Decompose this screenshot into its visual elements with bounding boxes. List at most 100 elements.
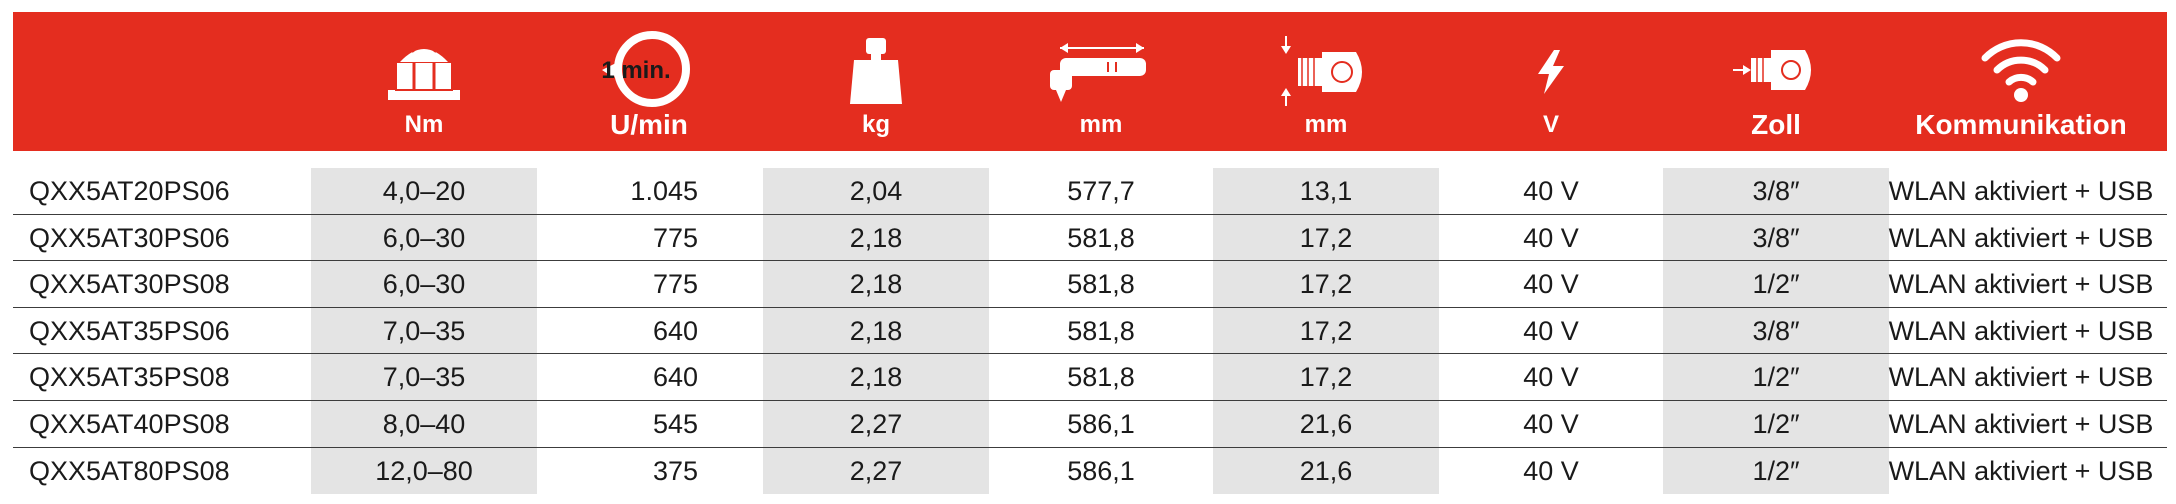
unit-volt: V [1542,111,1559,138]
svg-text:1 min.: 1 min. [601,57,670,84]
tool-length-icon [1046,40,1156,111]
cell-model: QXX5AT20PS06 [29,176,230,206]
cell-komm: WLAN aktiviert + USB [1888,455,2154,486]
cell-head: 17,2 [1299,315,1353,346]
cell-volt: 40 V [1523,408,1579,439]
header-col-length: mm [988,12,1214,151]
shade-col-head [1213,168,1439,494]
cell-komm: WLAN aktiviert + USB [1888,315,2154,346]
cell-nm: 7,0–35 [382,362,466,393]
cell-nm: 12,0–80 [375,455,473,486]
cell-volt: 40 V [1523,315,1579,346]
cell-model: QXX5AT30PS06 [29,222,230,253]
cell-head: 17,2 [1299,222,1353,253]
cell-head: 17,2 [1299,269,1353,300]
cell-zoll: 3/8″ [1752,315,1800,346]
drive-square-icon [1731,42,1821,103]
unit-rpm: U/min [610,109,688,140]
lightning-icon [1534,50,1568,99]
table-body: QXX5AT20PS06 4,0–20 1.045 2,04 577,7 13,… [13,168,2167,494]
cell-zoll: 3/8″ [1752,176,1800,206]
cell-rpm: 640 [652,315,698,346]
cell-volt: 40 V [1523,176,1579,206]
table-row: QXX5AT35PS06 7,0–35 640 2,18 581,8 17,2 … [13,308,2167,355]
cell-length: 581,8 [1067,222,1135,253]
cell-kg: 2,18 [849,362,903,393]
cell-kg: 2,18 [849,269,903,300]
cell-komm: WLAN aktiviert + USB [1888,269,2154,300]
cell-kg: 2,27 [849,408,903,439]
cell-zoll: 1/2″ [1752,269,1800,300]
cell-rpm: 545 [652,408,698,439]
cell-komm: WLAN aktiviert + USB [1888,176,2154,206]
cell-head: 21,6 [1299,408,1353,439]
cell-head: 13,1 [1299,176,1353,206]
table-row: QXX5AT30PS08 6,0–30 775 2,18 581,8 17,2 … [13,261,2167,308]
cell-volt: 40 V [1523,269,1579,300]
cell-rpm: 640 [652,362,698,393]
cell-length: 581,8 [1067,362,1135,393]
cell-rpm: 775 [652,269,698,300]
cell-rpm: 375 [652,455,698,486]
table-header: Nm 1 min. U/min kg [13,12,2167,151]
cell-rpm: 1.045 [630,176,698,206]
cell-model: QXX5AT30PS08 [29,269,230,300]
table-row: QXX5AT80PS08 12,0–80 375 2,27 586,1 21,6… [13,448,2167,495]
header-col-nm: Nm [311,12,537,151]
head-height-icon [1276,30,1376,115]
cell-nm: 4,0–20 [382,176,466,206]
unit-komm: Kommunikation [1915,109,2127,140]
cell-zoll: 3/8″ [1752,222,1800,253]
cell-length: 586,1 [1067,408,1135,439]
cell-length: 581,8 [1067,315,1135,346]
weight-icon [848,36,904,111]
cell-length: 581,8 [1067,269,1135,300]
header-col-zoll: Zoll [1663,12,1889,151]
nut-icon [384,32,464,113]
header-col-kg: kg [763,12,989,151]
unit-mm-head: mm [1304,111,1348,138]
cell-length: 586,1 [1067,455,1135,486]
cell-komm: WLAN aktiviert + USB [1888,408,2154,439]
wifi-icon [1979,32,2063,109]
cell-volt: 40 V [1523,362,1579,393]
shade-col-zoll [1663,168,1889,494]
cell-volt: 40 V [1523,222,1579,253]
table-row: QXX5AT35PS08 7,0–35 640 2,18 581,8 17,2 … [13,354,2167,401]
cell-zoll: 1/2″ [1752,408,1800,439]
header-col-komm: Kommunikation [1875,12,2167,151]
cell-kg: 2,18 [849,222,903,253]
header-col-rpm: 1 min. U/min [536,12,762,151]
rotation-clock-icon: 1 min. [594,26,704,117]
cell-kg: 2,27 [849,455,903,486]
header-col-head: mm [1213,12,1439,151]
cell-rpm: 775 [652,222,698,253]
table-row: QXX5AT40PS08 8,0–40 545 2,27 586,1 21,6 … [13,401,2167,448]
cell-komm: WLAN aktiviert + USB [1888,362,2154,393]
shade-col-kg [763,168,989,494]
table-row: QXX5AT30PS06 6,0–30 775 2,18 581,8 17,2 … [13,215,2167,262]
cell-nm: 6,0–30 [382,269,466,300]
cell-kg: 2,18 [849,315,903,346]
cell-volt: 40 V [1523,455,1579,486]
cell-model: QXX5AT80PS08 [29,455,230,486]
cell-nm: 7,0–35 [382,315,466,346]
cell-length: 577,7 [1067,176,1135,206]
shade-col-nm [311,168,537,494]
cell-model: QXX5AT40PS08 [29,408,230,439]
table-row: QXX5AT20PS06 4,0–20 1.045 2,04 577,7 13,… [13,168,2167,215]
cell-nm: 6,0–30 [382,222,466,253]
cell-head: 21,6 [1299,455,1353,486]
cell-model: QXX5AT35PS06 [29,315,230,346]
cell-model: QXX5AT35PS08 [29,362,230,393]
header-col-volt: V [1438,12,1664,151]
unit-mm-length: mm [1079,111,1123,138]
unit-kg: kg [861,111,890,138]
cell-nm: 8,0–40 [382,408,466,439]
cell-komm: WLAN aktiviert + USB [1888,222,2154,253]
unit-zoll: Zoll [1751,109,1801,140]
unit-nm: Nm [404,111,444,138]
cell-zoll: 1/2″ [1752,455,1800,486]
cell-kg: 2,04 [849,176,903,206]
cell-head: 17,2 [1299,362,1353,393]
